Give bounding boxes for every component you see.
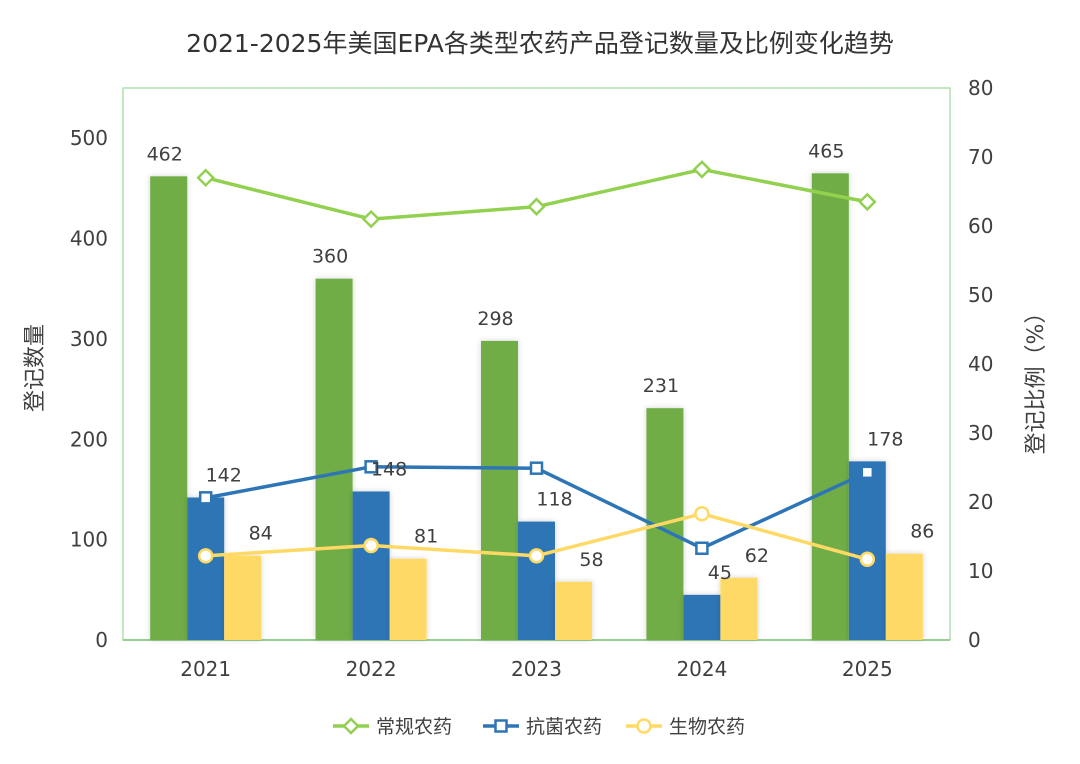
y2-tick-label: 70 [968,145,993,169]
bar-2-2022 [352,491,390,640]
legend-label-3: 生物农药 [669,716,745,738]
y2-axis-label: 登记比例（%） [1024,302,1049,455]
y-tick-label: 500 [70,126,108,150]
line-marker-2-2021 [198,491,213,505]
bar-2-2023 [518,521,555,640]
x-tick-label: 2024 [676,657,727,681]
legend-item-1: 常规农药 [333,716,452,738]
y2-tick-label: 60 [968,214,993,238]
y-tick-label: 0 [95,628,108,652]
bar-label-3-2023: 58 [579,549,603,571]
bar-label-3-2022: 81 [414,526,438,548]
y2-tick-label: 80 [968,76,993,100]
bar-label-3-2024: 62 [745,545,769,567]
line-marker-3-2021 [197,548,214,564]
bar-1-2025 [811,173,849,641]
y2-tick-label: 20 [968,490,993,514]
x-tick-label: 2021 [180,657,231,681]
bar-1-2021 [150,176,188,640]
bar-label-3-2021: 84 [249,523,273,545]
bar-3-2023 [555,581,592,640]
legend-item-2: 抗菌农药 [483,716,602,738]
bar-label-3-2025: 86 [910,521,934,543]
bar-1-2022 [315,278,353,640]
bar-3-2022 [389,558,427,640]
bar-label-1-2022: 360 [312,246,348,268]
y-tick-label: 100 [70,528,108,552]
bar-label-1-2021: 462 [147,143,183,165]
bar-label-2-2022: 148 [371,458,407,480]
x-tick-label: 2025 [842,657,893,681]
line-marker-3-2023 [528,548,545,564]
legend-marker-1 [342,717,360,735]
y-axis-label: 登记数量 [23,324,48,412]
line-marker-2-2023 [529,461,544,475]
line-marker-1-2021 [196,168,215,187]
bar-label-2-2025: 178 [867,428,903,450]
y-tick-label: 200 [70,427,108,451]
bar-label-2-2021: 142 [206,464,242,486]
line-marker-3-2022 [363,537,379,554]
legend-item-3: 生物农药 [626,716,745,738]
y2-tick-label: 50 [968,283,993,307]
line-marker-3-2025 [859,551,876,568]
bar-label-2-2024: 45 [708,562,732,584]
bar-2-2025 [848,461,886,640]
line-marker-2-2022 [364,460,378,474]
line-marker-1-2025 [858,192,877,212]
line-marker-2-2024 [695,541,709,555]
legend-label-2: 抗菌农药 [526,716,602,738]
bar-2-2024 [683,594,721,640]
line-marker-1-2022 [361,209,381,229]
legend-marker-3 [636,718,652,734]
bar-label-1-2023: 298 [477,308,513,330]
y-tick-label: 300 [70,327,108,351]
bar-3-2025 [885,553,923,640]
chart-title: 2021-2025年美国EPA各类型农药产品登记数量及比例变化趋势 [186,29,894,58]
y2-tick-label: 30 [968,421,993,445]
line-marker-2-2025 [860,465,875,480]
y2-tick-label: 10 [968,559,993,583]
legend-label-1: 常规农药 [376,716,452,738]
y2-tick-label: 40 [968,352,993,376]
y2-tick-label: 0 [968,628,981,652]
bar-2-2021 [187,497,225,640]
line-marker-3-2024 [694,505,710,522]
bar-3-2024 [720,577,758,640]
line-marker-1-2024 [692,160,712,179]
bar-3-2021 [224,555,262,640]
bar-1-2023 [481,340,518,640]
legend-marker-2 [494,719,508,733]
bar-label-2-2023: 118 [536,489,572,511]
line-marker-1-2023 [527,197,546,216]
x-tick-label: 2022 [346,657,397,681]
bar-label-1-2025: 465 [808,140,844,162]
bar-label-1-2024: 231 [643,375,679,397]
y-tick-label: 400 [70,227,108,251]
x-tick-label: 2023 [511,657,562,681]
